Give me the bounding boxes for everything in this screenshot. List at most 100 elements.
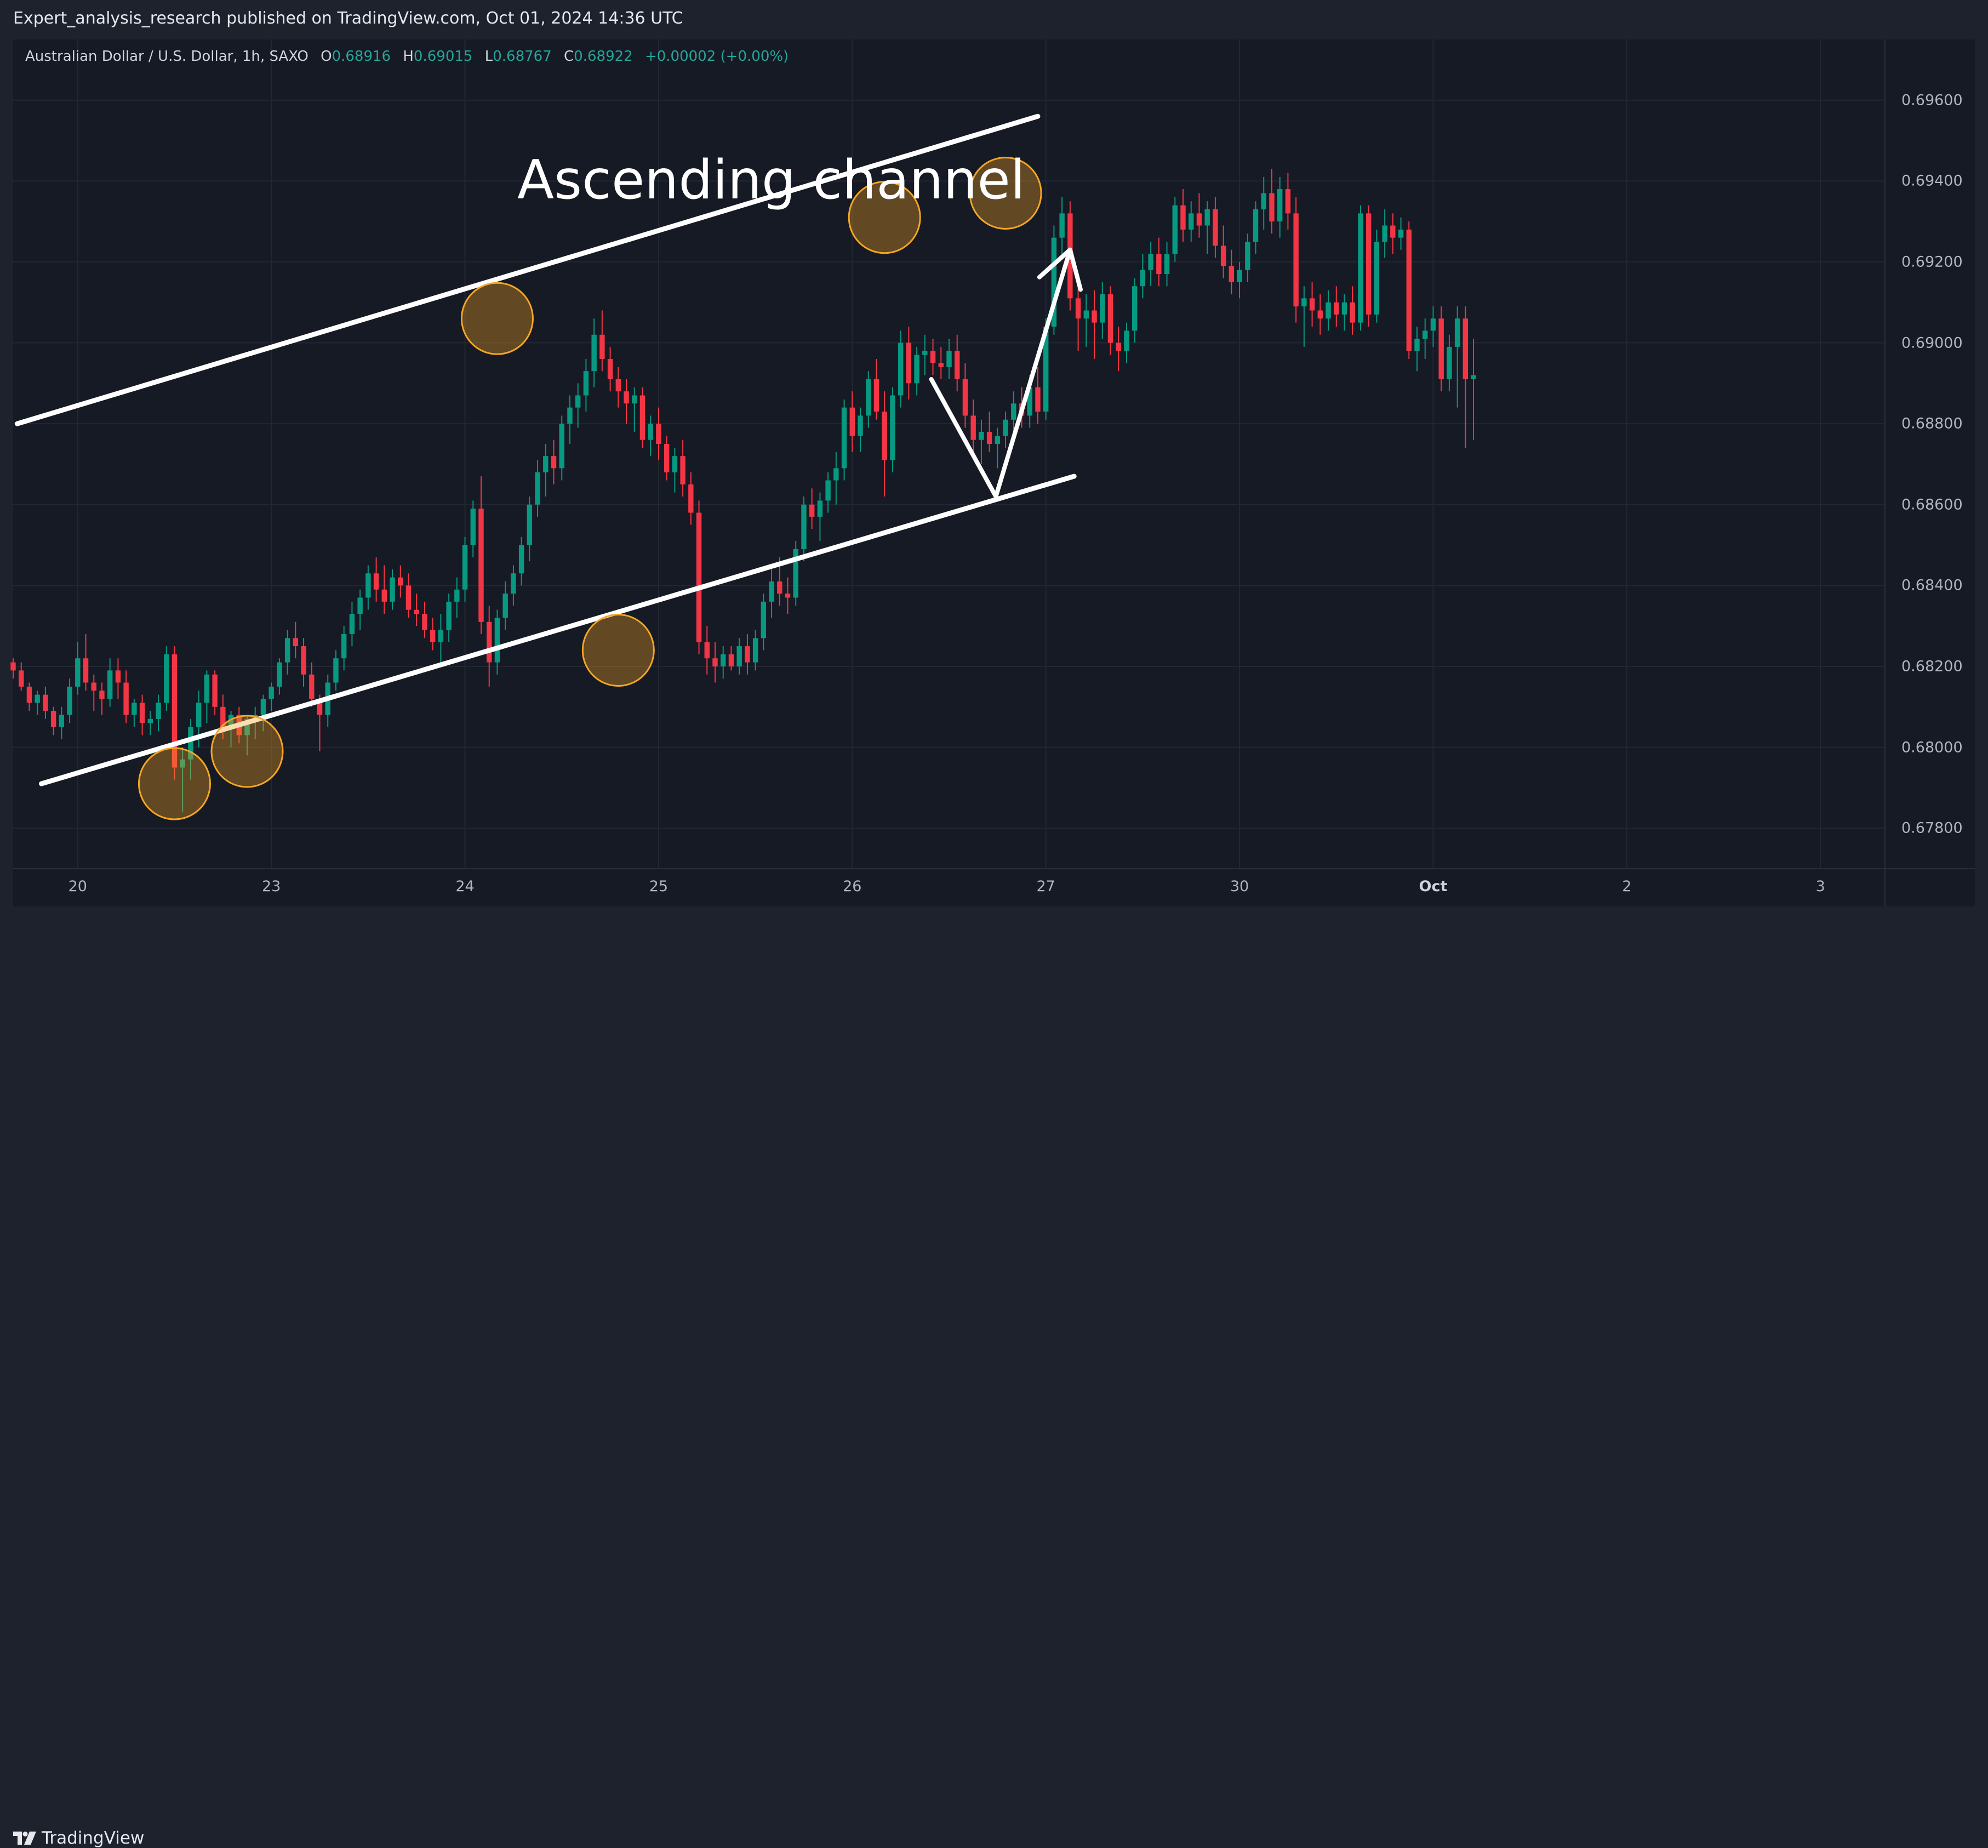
candle-body xyxy=(1301,298,1307,307)
candle-body xyxy=(487,621,492,663)
candle-body xyxy=(1213,209,1218,246)
candle-body xyxy=(414,609,419,614)
candle-body xyxy=(50,711,56,727)
candle-body xyxy=(527,504,533,545)
candle-body xyxy=(67,686,72,715)
candle-body xyxy=(1180,205,1186,230)
chart-frame[interactable] xyxy=(13,39,1975,906)
candle-body xyxy=(543,456,549,472)
symbol-legend: Australian Dollar / U.S. Dollar, 1h, SAX… xyxy=(25,48,789,65)
touch-highlight-circle xyxy=(138,747,211,820)
candle-body xyxy=(849,407,855,436)
candle-body xyxy=(1350,302,1355,323)
candle-body xyxy=(1317,310,1323,319)
candle-body xyxy=(462,545,468,590)
candle-body xyxy=(882,412,887,460)
candle-body xyxy=(123,682,129,715)
tradingview-logo-icon xyxy=(13,1832,36,1845)
candle-body xyxy=(365,573,371,598)
candle-body xyxy=(970,415,976,440)
candle-body xyxy=(1326,302,1331,319)
price-tick-label: 0.68000 xyxy=(1901,739,1963,756)
candle-body xyxy=(1374,242,1380,315)
candle-body xyxy=(59,715,65,727)
candle-body xyxy=(35,694,40,703)
candle-body xyxy=(656,424,661,444)
candle-body xyxy=(1229,266,1235,282)
candle-body xyxy=(132,703,137,715)
candle-body xyxy=(583,371,589,396)
candle-body xyxy=(204,674,210,703)
price-tick-label: 0.69000 xyxy=(1901,334,1963,352)
touch-highlight-circle xyxy=(848,181,921,254)
candle-body xyxy=(833,468,839,481)
candle-body xyxy=(1398,229,1404,238)
candle-body xyxy=(1204,209,1210,226)
candle-body xyxy=(906,343,912,384)
candle-body xyxy=(1245,242,1250,270)
time-tick-label: 24 xyxy=(455,878,475,895)
price-chart[interactable] xyxy=(0,0,1988,955)
candle-body xyxy=(446,601,452,630)
legend-high-key: H xyxy=(403,48,414,65)
candle-body xyxy=(309,674,315,699)
candle-body xyxy=(99,691,105,699)
candle-body xyxy=(745,646,750,663)
candle-body xyxy=(1463,318,1469,379)
candle-body xyxy=(777,581,782,594)
candle-body xyxy=(260,699,266,715)
time-tick-label: 2 xyxy=(1622,878,1632,895)
candle-body xyxy=(1414,339,1420,351)
candle-body xyxy=(535,472,540,505)
legend-symbol: Australian Dollar / U.S. Dollar, 1h, SAX… xyxy=(25,48,309,65)
touch-highlight-circle xyxy=(210,715,284,788)
candle-body xyxy=(228,715,234,727)
candle-body xyxy=(1269,193,1275,222)
candle-body xyxy=(430,630,436,642)
candle-body xyxy=(752,638,758,663)
candle-body xyxy=(454,589,460,602)
candle-body xyxy=(1189,213,1194,230)
legend-close-value: 0.68922 xyxy=(574,48,633,65)
candle-body xyxy=(502,594,508,618)
candle-body xyxy=(712,658,718,666)
legend-low-value: 0.68767 xyxy=(493,48,552,65)
candle-body xyxy=(615,379,621,392)
candle-body xyxy=(1083,310,1089,319)
candle-body xyxy=(196,703,202,727)
candle-body xyxy=(381,589,387,602)
candle-body xyxy=(866,379,871,416)
candle-body xyxy=(398,577,403,586)
candle-body xyxy=(858,415,863,436)
candle-body xyxy=(75,658,81,687)
candle-body xyxy=(785,594,791,598)
candle-body xyxy=(438,630,444,642)
candle-body xyxy=(139,703,145,723)
candle-body xyxy=(817,500,823,517)
candle-body xyxy=(1043,327,1049,412)
candle-body xyxy=(769,581,774,602)
candle-body xyxy=(1075,298,1081,319)
candle-body xyxy=(680,456,685,484)
candle-body xyxy=(478,509,484,622)
tradingview-brand[interactable]: TradingView xyxy=(13,1828,144,1848)
candle-body xyxy=(1172,205,1178,254)
candle-body xyxy=(955,351,960,379)
candle-body xyxy=(1406,229,1412,351)
candle-body xyxy=(147,718,153,723)
candle-body xyxy=(591,334,597,372)
time-tick-label: 25 xyxy=(649,878,669,895)
candle-body xyxy=(341,634,347,659)
candle-body xyxy=(1253,209,1259,242)
candle-body xyxy=(672,456,678,472)
price-tick-label: 0.69400 xyxy=(1901,172,1963,190)
candle-body xyxy=(761,601,767,638)
price-tick-label: 0.68800 xyxy=(1901,415,1963,432)
candle-body xyxy=(277,662,282,687)
brand-label: TradingView xyxy=(42,1828,145,1848)
candle-body xyxy=(470,509,476,545)
candle-body xyxy=(188,727,193,760)
candle-body xyxy=(1261,193,1266,209)
time-tick-label: Oct xyxy=(1419,878,1448,895)
candle-body xyxy=(1277,189,1283,222)
